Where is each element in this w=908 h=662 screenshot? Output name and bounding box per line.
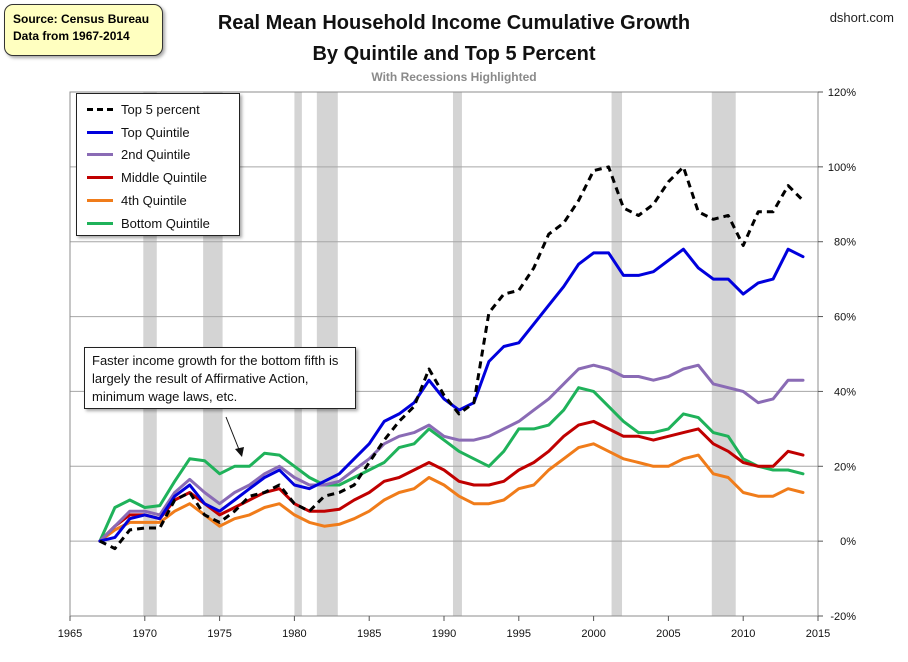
chart-subtitle: With Recessions Highlighted bbox=[371, 70, 537, 84]
chart-title-line2: By Quintile and Top 5 Percent bbox=[312, 43, 596, 65]
y-tick-label: 20% bbox=[834, 461, 856, 473]
x-tick-label: 2000 bbox=[581, 628, 605, 640]
legend-swatch bbox=[87, 199, 113, 203]
legend-label: Top 5 percent bbox=[121, 101, 200, 117]
annotation-box: Faster income growth for the bottom fift… bbox=[84, 347, 356, 409]
y-tick-label: 80% bbox=[834, 237, 856, 249]
x-tick-label: 2015 bbox=[806, 628, 830, 640]
x-tick-label: 1985 bbox=[357, 628, 381, 640]
legend-swatch bbox=[87, 153, 113, 157]
legend-label: Bottom Quintile bbox=[121, 215, 210, 231]
legend-item-4th-quintile: 4th Quintile bbox=[87, 189, 239, 212]
legend-item-middle-quintile: Middle Quintile bbox=[87, 166, 239, 189]
legend-item-top-5-percent: Top 5 percent bbox=[87, 98, 239, 121]
y-tick-label: 120% bbox=[828, 87, 856, 99]
data-range-line: Data from 1967-2014 bbox=[13, 29, 130, 43]
series-line-2nd-quintile bbox=[98, 363, 805, 543]
legend-item-2nd-quintile: 2nd Quintile bbox=[87, 144, 239, 167]
y-tick-label: 40% bbox=[834, 386, 856, 398]
series-line-bottom-quintile bbox=[98, 386, 805, 543]
chart-title: Real Mean Household Income Cumulative Gr… bbox=[217, 12, 691, 34]
legend-item-top-quintile: Top Quintile bbox=[87, 121, 239, 144]
legend-swatch bbox=[87, 221, 113, 225]
legend-swatch bbox=[87, 176, 113, 180]
legend: Top 5 percent Top Quintile 2nd Quintile Mid… bbox=[76, 93, 240, 236]
series-line-top-5-percent bbox=[99, 165, 805, 551]
x-tick-label: 1990 bbox=[432, 628, 456, 640]
series-line-middle-quintile bbox=[98, 419, 805, 543]
series-line-4th-quintile bbox=[98, 442, 805, 543]
x-tick-label: 2005 bbox=[656, 628, 680, 640]
legend-label: 4th Quintile bbox=[121, 193, 187, 209]
annotation-arrowhead bbox=[235, 447, 244, 457]
recession-band bbox=[452, 92, 462, 616]
y-tick-label: 60% bbox=[834, 312, 856, 324]
legend-label: 2nd Quintile bbox=[121, 147, 191, 163]
x-tick-label: 1980 bbox=[282, 628, 306, 640]
brand-label: dshort.com bbox=[829, 10, 894, 25]
source-box: Source: Census Bureau Data from 1967-201… bbox=[4, 4, 163, 56]
x-tick-label: 1965 bbox=[58, 628, 82, 640]
annotation-arrow bbox=[225, 416, 241, 453]
legend-item-bottom-quintile: Bottom Quintile bbox=[87, 212, 239, 235]
legend-swatch bbox=[87, 107, 113, 111]
y-tick-label: 0% bbox=[840, 536, 856, 548]
recession-band bbox=[711, 92, 736, 616]
legend-label: Top Quintile bbox=[121, 124, 190, 140]
source-line: Source: Census Bureau bbox=[13, 12, 150, 26]
y-tick-label: -20% bbox=[830, 611, 856, 623]
x-tick-label: 2010 bbox=[731, 628, 755, 640]
legend-label: Middle Quintile bbox=[121, 170, 207, 186]
x-tick-label: 1975 bbox=[207, 628, 231, 640]
x-tick-label: 1970 bbox=[133, 628, 157, 640]
recession-band bbox=[611, 92, 623, 616]
y-tick-label: 100% bbox=[828, 162, 856, 174]
legend-swatch bbox=[87, 130, 113, 134]
x-tick-label: 1995 bbox=[507, 628, 531, 640]
